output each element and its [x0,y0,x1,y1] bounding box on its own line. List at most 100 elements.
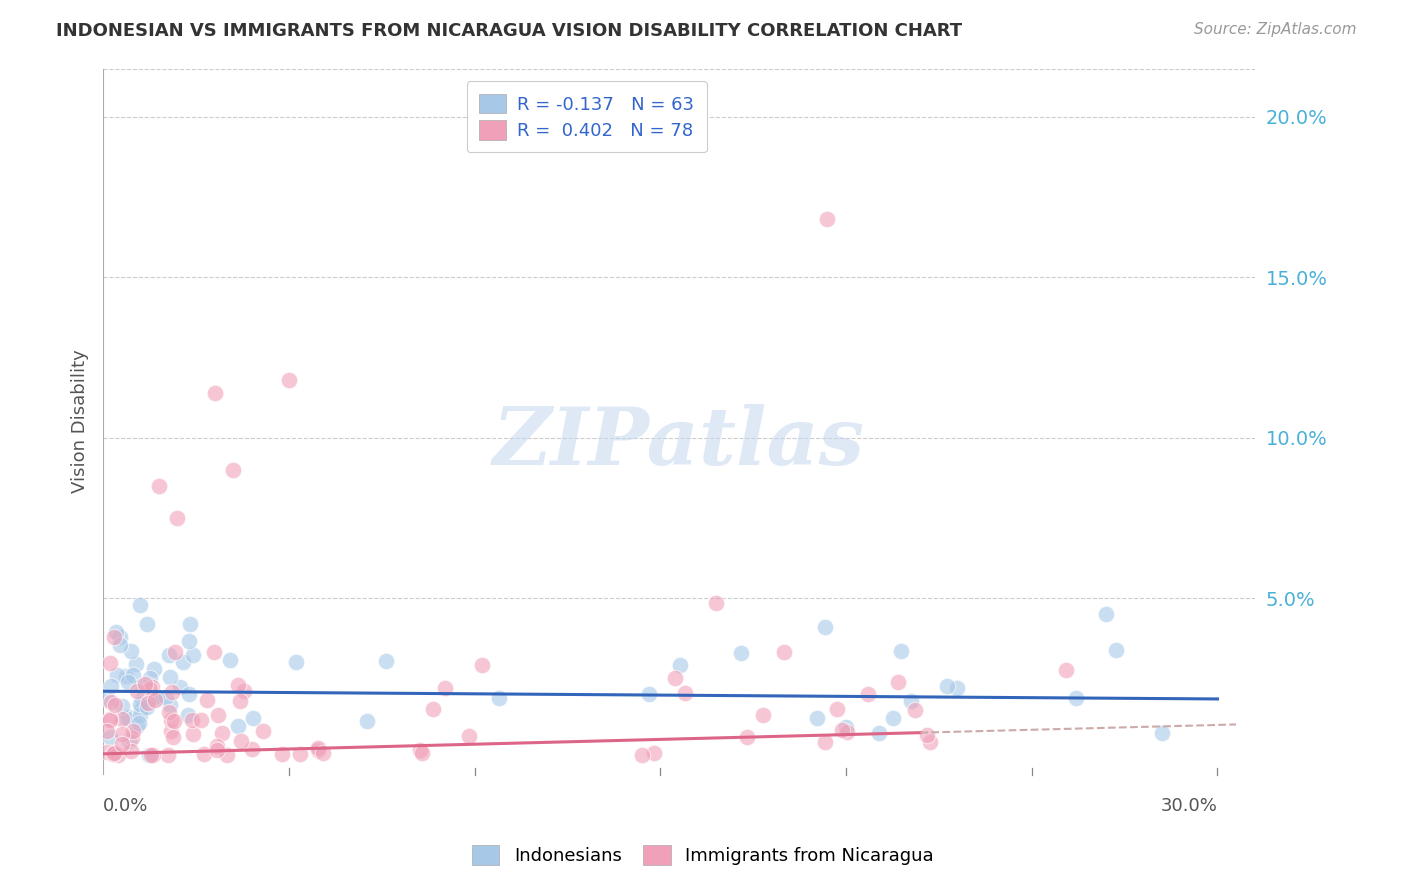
Point [409,743,432,757]
Point [98,730,121,744]
Point [163,644,186,658]
Point [918,735,941,749]
Point [669,658,692,673]
Point [100,695,122,709]
Point [773,645,796,659]
Point [115,711,138,725]
Point [110,727,132,741]
Point [181,713,204,727]
Point [172,656,194,670]
Point [134,677,156,691]
Point [242,741,264,756]
Text: ZIPatlas: ZIPatlas [494,404,865,482]
Point [156,748,179,763]
Point [125,719,148,733]
Point [159,713,181,727]
Point [806,711,828,725]
Point [162,731,184,745]
Point [825,702,848,716]
Point [752,707,775,722]
Point [136,616,159,631]
Point [458,729,481,743]
Point [471,657,494,672]
Point [252,724,274,739]
Point [157,705,180,719]
Point [105,625,128,640]
Point [730,646,752,660]
Point [129,598,152,612]
Point [139,748,162,763]
Point [117,734,139,748]
Point [817,212,839,227]
Point [835,720,858,734]
Point [637,687,659,701]
Text: Source: ZipAtlas.com: Source: ZipAtlas.com [1194,22,1357,37]
Point [177,708,200,723]
Point [105,667,128,681]
Point [111,712,134,726]
Point [229,733,252,747]
Point [181,727,204,741]
Point [181,648,204,662]
Point [96,691,118,706]
Point [307,740,329,755]
Point [96,745,118,759]
Point [118,709,141,723]
Point [101,747,124,761]
Point [1064,690,1087,705]
Point [887,674,910,689]
Point [882,711,904,725]
Legend: Indonesians, Immigrants from Nicaragua: Indonesians, Immigrants from Nicaragua [465,838,941,872]
Point [111,737,134,751]
Point [211,725,233,739]
Point [1105,643,1128,657]
Point [202,644,225,658]
Point [814,620,837,634]
Point [100,712,122,726]
Point [488,691,510,706]
Point [868,726,890,740]
Point [138,671,160,685]
Point [312,746,335,760]
Point [129,697,152,711]
Point [664,671,686,685]
Point [946,681,969,695]
Point [120,744,142,758]
Point [205,739,228,754]
Text: 0.0%: 0.0% [103,797,149,815]
Point [160,684,183,698]
Point [643,746,665,760]
Point [155,690,177,704]
Point [104,698,127,712]
Point [110,630,132,644]
Point [138,748,160,763]
Point [904,703,927,717]
Point [207,708,229,723]
Point [228,694,250,708]
Point [285,656,308,670]
Point [103,746,125,760]
Point [114,669,136,683]
Point [706,595,728,609]
Point [890,644,912,658]
Point [856,687,879,701]
Point [433,681,456,696]
Point [917,727,939,741]
Point [136,696,159,710]
Point [131,692,153,706]
Point [179,617,201,632]
Point [121,731,143,745]
Point [271,747,294,761]
Point [177,634,200,648]
Point [222,463,245,477]
Point [205,743,228,757]
Text: 30.0%: 30.0% [1160,797,1218,815]
Point [128,715,150,730]
Point [217,748,239,763]
Point [1054,663,1077,677]
Point [117,674,139,689]
Point [96,724,118,739]
Point [157,648,180,662]
Point [103,630,125,644]
Y-axis label: Vision Disability: Vision Disability [72,350,89,493]
